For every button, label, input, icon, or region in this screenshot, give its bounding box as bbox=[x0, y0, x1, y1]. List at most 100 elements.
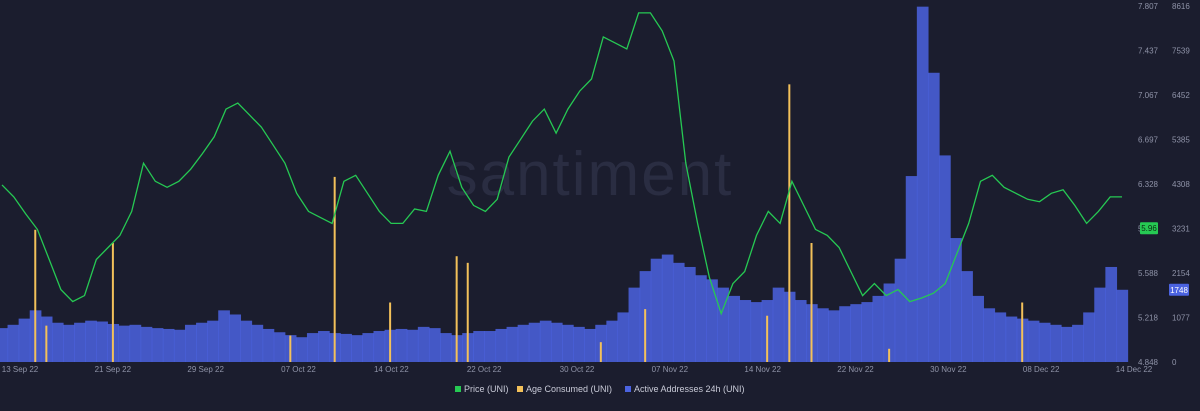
active-addresses-bar bbox=[950, 238, 962, 362]
active-addresses-bar bbox=[62, 324, 75, 362]
active-addresses-bar bbox=[262, 328, 275, 362]
active-addresses-bar bbox=[1072, 324, 1084, 362]
active-addresses-bar bbox=[550, 322, 563, 362]
addresses-tick-label: 3231 bbox=[1172, 225, 1190, 234]
x-tick-label: 21 Sep 22 bbox=[95, 365, 132, 374]
active-addresses-bar bbox=[1083, 312, 1095, 362]
addresses-tick-label: 8616 bbox=[1172, 2, 1190, 11]
active-addresses-bar bbox=[905, 176, 918, 362]
legend-label[interactable]: Price (UNI) bbox=[464, 384, 509, 394]
age-consumed-spike bbox=[599, 342, 602, 362]
active-addresses-bar bbox=[295, 337, 308, 362]
active-addresses-bar bbox=[473, 331, 485, 362]
age-consumed-spike bbox=[788, 84, 791, 362]
active-addresses-bar bbox=[994, 312, 1007, 362]
price-tick-label: 7.067 bbox=[1138, 91, 1159, 100]
active-addresses-bar bbox=[318, 331, 330, 362]
addresses-axis: 8616 7539 6452 5385 4308 3231 2154 1077 0 1748 bbox=[1169, 2, 1190, 367]
active-addresses-bar bbox=[7, 324, 20, 362]
active-addresses-bar bbox=[85, 320, 97, 362]
legend-swatch bbox=[625, 386, 631, 392]
x-tick-label: 13 Sep 22 bbox=[2, 365, 39, 374]
addresses-tick-label: 4308 bbox=[1172, 180, 1190, 189]
legend-label[interactable]: Age Consumed (UNI) bbox=[526, 384, 612, 394]
active-addresses-bar bbox=[362, 333, 375, 362]
age-consumed-spike bbox=[111, 243, 114, 362]
x-tick-label: 29 Sep 22 bbox=[187, 365, 224, 374]
x-tick-label: 30 Oct 22 bbox=[560, 365, 595, 374]
addresses-tick-label: 0 bbox=[1172, 358, 1177, 367]
active-addresses-bar bbox=[96, 321, 108, 362]
age-consumed-spike bbox=[766, 315, 769, 362]
active-addresses-bar bbox=[251, 324, 264, 362]
price-series bbox=[1, 12, 1122, 316]
active-addresses-bar bbox=[972, 295, 984, 362]
active-addresses-bar bbox=[373, 331, 386, 362]
age-consumed-spike bbox=[289, 335, 292, 362]
price-axis: 7.8077.4377.0676.6976.3285.9585.5885.218… bbox=[1138, 2, 1159, 367]
active-addresses-bar bbox=[229, 314, 242, 362]
active-addresses-bar bbox=[706, 279, 718, 362]
active-addresses-bar bbox=[517, 324, 530, 362]
active-addresses-bar bbox=[961, 271, 973, 362]
price-line bbox=[1, 12, 1122, 316]
active-addresses-bar bbox=[1061, 326, 1073, 362]
active-addresses-bar bbox=[495, 328, 508, 362]
addresses-tick-label: 7539 bbox=[1172, 47, 1190, 56]
price-tick-label: 7.807 bbox=[1138, 2, 1159, 11]
price-tick-label: 5.218 bbox=[1138, 314, 1159, 323]
active-addresses-bar bbox=[717, 287, 729, 362]
active-addresses-bar bbox=[1005, 316, 1018, 362]
active-addresses-bar bbox=[1027, 320, 1040, 362]
active-addresses-bar bbox=[916, 6, 929, 362]
active-addresses-bar bbox=[440, 333, 452, 362]
active-addresses-bar bbox=[151, 328, 164, 362]
active-addresses-bar bbox=[894, 258, 907, 362]
active-addresses-bar bbox=[983, 308, 996, 362]
active-addresses-bar bbox=[395, 328, 408, 362]
x-tick-label: 14 Dec 22 bbox=[1116, 365, 1153, 374]
price-tick-label: 5.588 bbox=[1138, 269, 1159, 278]
active-addresses-bar bbox=[351, 335, 363, 362]
active-addresses-bar bbox=[306, 333, 319, 362]
active-addresses-bar bbox=[1105, 266, 1118, 362]
addresses-badge-bg bbox=[1169, 283, 1189, 296]
age-consumed-spike bbox=[389, 302, 392, 362]
active-addresses-bar bbox=[794, 300, 807, 362]
x-tick-label: 30 Nov 22 bbox=[930, 365, 967, 374]
active-addresses-series bbox=[0, 6, 1129, 362]
price-tick-label: 7.437 bbox=[1138, 47, 1159, 56]
addresses-tick-label: 1077 bbox=[1172, 314, 1190, 323]
active-addresses-bar bbox=[562, 324, 574, 362]
active-addresses-bar bbox=[129, 324, 142, 362]
active-addresses-bar bbox=[118, 325, 131, 362]
legend[interactable]: Price (UNI) Age Consumed (UNI) Active Addr… bbox=[455, 384, 745, 394]
active-addresses-bar bbox=[506, 326, 519, 362]
active-addresses-bar bbox=[207, 320, 219, 362]
x-tick-label: 22 Nov 22 bbox=[837, 365, 874, 374]
legend-label[interactable]: Active Addresses 24h (UNI) bbox=[634, 384, 745, 394]
active-addresses-bar bbox=[340, 333, 352, 362]
addresses-badge: 1748 bbox=[1170, 286, 1188, 295]
active-addresses-bar bbox=[828, 310, 840, 362]
active-addresses-bar bbox=[1094, 287, 1106, 362]
active-addresses-bar bbox=[628, 287, 641, 362]
active-addresses-bar bbox=[0, 328, 9, 362]
active-addresses-bar bbox=[1038, 322, 1051, 362]
x-tick-label: 14 Oct 22 bbox=[374, 365, 409, 374]
age-consumed-spike bbox=[333, 176, 336, 362]
x-tick-label: 22 Oct 22 bbox=[467, 365, 502, 374]
x-tick-label: 07 Nov 22 bbox=[652, 365, 689, 374]
active-addresses-bar bbox=[939, 155, 951, 362]
active-addresses-bar bbox=[728, 295, 741, 362]
legend-swatch bbox=[517, 386, 523, 392]
x-tick-label: 07 Oct 22 bbox=[281, 365, 316, 374]
active-addresses-bar bbox=[173, 329, 186, 362]
age-consumed-spike bbox=[644, 309, 647, 362]
active-addresses-bar bbox=[661, 254, 674, 362]
age-consumed-spike bbox=[810, 243, 813, 362]
price-tick-label: 4.848 bbox=[1138, 358, 1159, 367]
active-addresses-bar bbox=[18, 318, 31, 362]
